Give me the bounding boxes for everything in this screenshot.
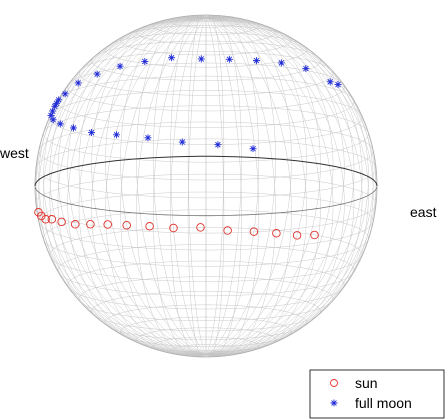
sphere-longitude-line [187, 14, 207, 355]
moon-point [55, 96, 63, 104]
moon-point [49, 107, 57, 115]
sphere-longitude-line [57, 16, 207, 355]
sphere-longitude-line [205, 17, 374, 355]
moon-point [69, 124, 77, 132]
horizon-circle-back [34, 186, 378, 217]
sun-point [196, 223, 205, 232]
sphere-longitude-line [205, 17, 225, 358]
moon-point [334, 81, 342, 89]
legend-moon-star [330, 399, 338, 407]
sphere-wireframe [34, 14, 378, 358]
sun-point [47, 215, 57, 224]
sun-point [310, 230, 319, 240]
legend-moon-marker [330, 399, 338, 407]
sphere-longitude-line [205, 14, 225, 355]
sphere-longitude-line [187, 17, 207, 358]
sun-point [122, 220, 131, 230]
moon-point [112, 131, 120, 139]
moon-point [168, 54, 176, 62]
moon-point [178, 138, 186, 146]
sun-point [70, 220, 80, 229]
west-label: west [0, 145, 29, 161]
sun-point [223, 226, 232, 235]
moon-point [51, 102, 59, 110]
east-label: east [410, 204, 437, 220]
sphere-longitude-line [205, 17, 374, 355]
sun-series [34, 207, 319, 240]
moon-point [141, 57, 149, 65]
moon-point [326, 78, 334, 86]
moon-point [197, 55, 205, 63]
sphere-longitude-line [152, 15, 207, 355]
sphere-longitude-line [205, 17, 345, 356]
sun-point [292, 231, 302, 240]
legend-box [309, 369, 445, 419]
horizon-circle-front [34, 155, 378, 187]
sphere-longitude-line [67, 16, 207, 355]
sphere-longitude-line [57, 17, 207, 356]
moon-point [47, 111, 55, 119]
moon-point [74, 79, 82, 87]
full-moon-series [47, 54, 342, 153]
moon-point [302, 64, 310, 72]
moon-point [88, 129, 96, 137]
moon-point [56, 120, 64, 128]
sun-point [249, 227, 259, 236]
sun-point [41, 215, 50, 224]
sphere-longitude-line [205, 16, 363, 355]
sun-point [37, 211, 46, 221]
legend: sun full moon [309, 369, 445, 419]
sun-point [272, 228, 281, 238]
sun-point [57, 217, 66, 227]
moon-point [93, 70, 101, 78]
moon-point [252, 57, 260, 65]
sun-point [103, 220, 112, 229]
moon-point [225, 55, 233, 63]
sphere-longitude-line [49, 17, 207, 356]
legend-sun-marker [330, 379, 338, 387]
legend-moon-label: full moon [355, 395, 412, 411]
sun-point [169, 223, 178, 233]
sphere-longitude-line [205, 15, 260, 355]
moon-point [61, 90, 69, 98]
moon-point [144, 134, 152, 142]
moon-point [116, 62, 124, 70]
legend-sun-label: sun [355, 375, 378, 391]
sphere-longitude-line [49, 16, 207, 355]
sun-point [145, 222, 154, 231]
sphere-longitude-line [205, 17, 355, 356]
sphere-longitude-line [205, 16, 345, 355]
moon-point [249, 145, 257, 153]
sphere-longitude-line [67, 17, 207, 356]
sphere-longitude-line [205, 17, 363, 356]
moon-point [52, 99, 60, 107]
sphere-longitude-line [205, 16, 355, 355]
sphere-longitude-line [205, 17, 260, 357]
moon-point [214, 141, 222, 149]
sun-point [86, 219, 95, 229]
sphere-longitude-line [152, 17, 207, 357]
moon-point [49, 116, 57, 124]
moon-point [277, 59, 285, 67]
